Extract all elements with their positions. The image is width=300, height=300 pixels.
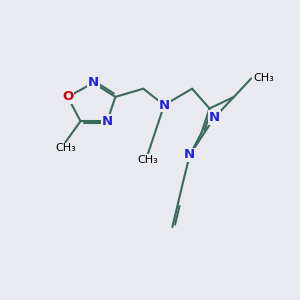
- Text: N: N: [184, 148, 195, 161]
- Text: N: N: [208, 111, 220, 124]
- Text: N: N: [88, 76, 99, 89]
- Text: CH₃: CH₃: [138, 155, 158, 165]
- Text: N: N: [102, 115, 113, 128]
- Text: N: N: [159, 98, 170, 112]
- Text: CH₃: CH₃: [253, 73, 274, 83]
- Text: O: O: [62, 90, 73, 104]
- Text: CH₃: CH₃: [55, 143, 76, 153]
